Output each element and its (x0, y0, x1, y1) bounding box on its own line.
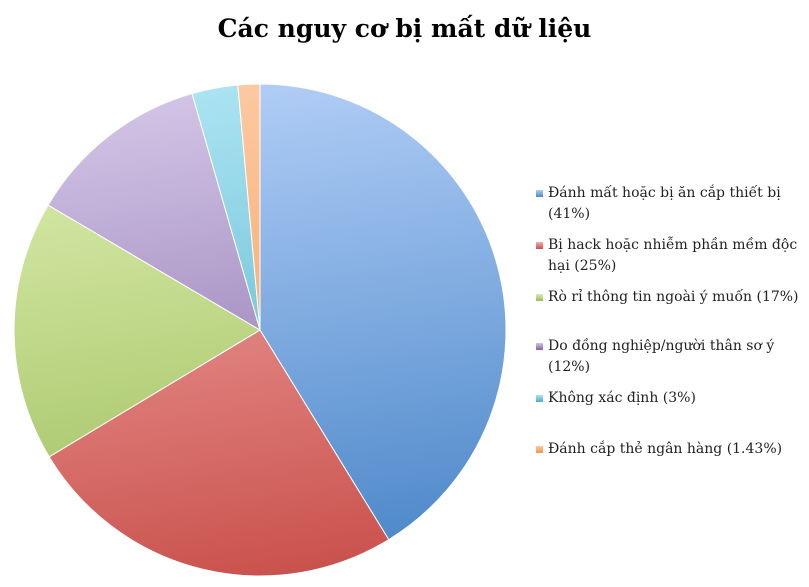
pie-slice (13, 204, 261, 458)
legend-swatch (536, 395, 543, 402)
legend-label: Đánh cắp thẻ ngân hàng (1.43%) (548, 441, 783, 457)
legend-label: Do đồng nghiệp/người thân sơ ý (12%) (548, 338, 775, 375)
legend-item: Bị hack hoặc nhiễm phần mềm độc hại (25%… (536, 235, 803, 277)
legend-item: Do đồng nghiệp/người thân sơ ý (12%) (536, 336, 803, 378)
legend-item: Không xác định (3%) (536, 388, 803, 409)
legend-item: Đánh mất hoặc bị ăn cắp thiết bị (41%) (536, 183, 803, 225)
chart-title: Các nguy cơ bị mất dữ liệu (217, 14, 592, 43)
legend-swatch (536, 242, 543, 249)
legend-label: Rò rỉ thông tin ngoài ý muốn (17%) (548, 289, 799, 305)
legend-item: Rò rỉ thông tin ngoài ý muốn (17%) (536, 287, 803, 308)
pie-slice (47, 92, 261, 332)
pie-slice (48, 329, 390, 577)
legend-swatch (536, 190, 543, 197)
legend-swatch (536, 343, 543, 350)
legend-label: Không xác định (3%) (548, 390, 696, 406)
pie-slice (237, 83, 261, 331)
legend-item: Đánh cắp thẻ ngân hàng (1.43%) (536, 439, 803, 460)
legend-label: Bị hack hoặc nhiễm phần mềm độc hại (25%… (548, 237, 798, 274)
legend-swatch (536, 294, 543, 301)
legend-swatch (536, 446, 543, 453)
pie-slice (259, 83, 507, 541)
legend-label: Đánh mất hoặc bị ăn cắp thiết bị (41%) (548, 185, 781, 222)
